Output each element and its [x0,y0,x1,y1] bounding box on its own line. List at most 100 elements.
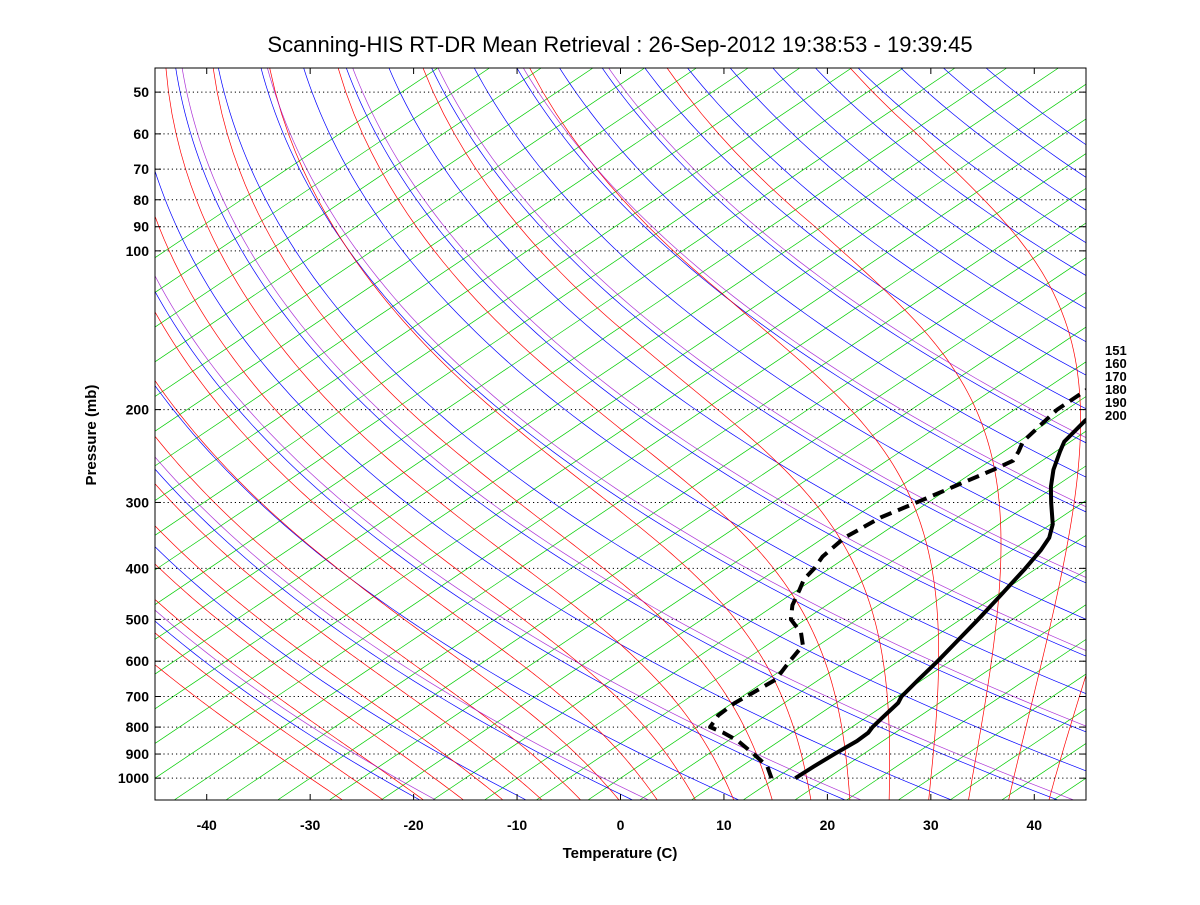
isotherm-line [898,673,1086,800]
dry-adiabat-line [857,68,1086,244]
y-tick-label: 90 [133,219,149,235]
dry-adiabat-line [772,68,1086,309]
dry-adiabat-line [155,620,421,800]
y-axis-label: Pressure (mb) [83,385,100,486]
y-tick-label: 900 [126,746,150,762]
isotherm-line [329,291,1086,800]
dry-adiabat-line [473,68,1086,548]
moist-adiabat-line [155,483,543,800]
right-label: 160 [1105,356,1127,371]
y-tick-label: 600 [126,653,150,669]
dry-adiabat-line [155,468,633,800]
moist-adiabat-line [155,563,464,800]
y-tick-label: 100 [126,243,150,259]
isotherm-line [155,118,1086,744]
mixing-ratio-line [181,68,1074,800]
mixing-ratio-line [522,68,1086,508]
moist-adiabat-line [155,598,424,800]
temperature-profile-line [794,417,1086,780]
right-label: 200 [1105,408,1127,423]
y-tick-label: 60 [133,126,149,142]
x-tick-label: 0 [617,817,625,833]
y-tick-label: 500 [126,611,150,627]
mixing-ratio-line [352,68,1086,651]
mixing-ratio-line [155,456,649,800]
dry-adiabat-line [388,68,1086,620]
isotherm-line [380,326,1086,800]
isotherm-line [155,68,749,467]
dry-adiabat-line [900,68,1086,211]
moist-adiabat-line [269,68,812,800]
moist-adiabat-line [155,525,504,800]
y-tick-label: 800 [126,719,150,735]
mixing-ratio-line [155,609,436,800]
isotherm-line [155,68,645,397]
dry-adiabat-line [345,68,1086,657]
isotherm-line [1105,68,1200,800]
moist-adiabat-line [155,215,696,800]
dewpoint-profile-line [708,387,1086,779]
isotherm-line [277,257,1086,800]
right-label: 151 [1105,343,1127,358]
moist-adiabat-line [212,68,773,800]
isotherm-line [587,465,1086,800]
isotherm-line [536,430,1086,800]
mixing-ratio-line [267,68,1086,727]
moist-adiabat-line [666,68,1002,800]
isotherm-line [155,68,438,259]
y-tick-label: 70 [133,161,149,177]
isotherm-line [432,361,1086,800]
dry-adiabat-line [303,68,1086,694]
dry-adiabat-line [729,68,1086,343]
dry-adiabat-line [155,169,952,800]
profile-series [708,387,1086,780]
isotherm-line [155,68,697,432]
isotherm-line [155,68,801,502]
moist-adiabat-line [155,311,658,800]
dry-adiabat-line [431,68,1086,584]
x-tick-label: 40 [1026,817,1042,833]
dry-adiabat-line [218,68,1086,772]
right-label: 170 [1105,369,1127,384]
isotherm-line [155,68,542,328]
y-tick-label: 50 [133,84,149,100]
isotherm-line [846,638,1086,800]
isotherm-line [155,68,594,363]
dry-adiabat-line [516,68,1086,513]
moist-adiabat-line [155,664,343,800]
dry-adiabat-line [601,68,1086,444]
dry-adiabat-line [155,385,739,800]
isotherm-line [155,68,1007,640]
x-tick-label: -40 [197,817,217,833]
y-tick-label: 200 [126,402,150,418]
right-label: 190 [1105,395,1127,410]
axis-ticks: 1000900800700600500400300200100908070605… [118,68,1086,833]
y-tick-label: 300 [126,494,150,510]
y-tick-label: 1000 [118,770,149,786]
mixing-ratio-line [608,68,1086,439]
y-tick-label: 700 [126,688,150,704]
background-lines [155,68,1200,800]
moist-adiabat-line [165,68,735,800]
dry-adiabat-line [559,68,1086,478]
x-tick-label: 10 [716,817,732,833]
isotherm-line [155,68,852,536]
dry-adiabat-line [155,546,527,800]
dry-adiabat-line [687,68,1086,376]
x-tick-label: -10 [507,817,527,833]
right-label: 180 [1105,382,1127,397]
x-tick-label: -30 [300,817,320,833]
dry-adiabat-line [155,290,846,800]
dry-adiabat-line [260,68,1086,733]
x-axis-label: Temperature (C) [563,845,678,862]
isotherm-line [742,569,1086,800]
x-tick-label: 30 [923,817,939,833]
isotherm-line [225,222,1086,800]
isotherm-line [639,500,1086,800]
moist-adiabat-line [1048,674,1086,800]
x-tick-label: 20 [820,817,836,833]
isotherm-line [691,534,1086,800]
isotherm-line [155,68,490,293]
